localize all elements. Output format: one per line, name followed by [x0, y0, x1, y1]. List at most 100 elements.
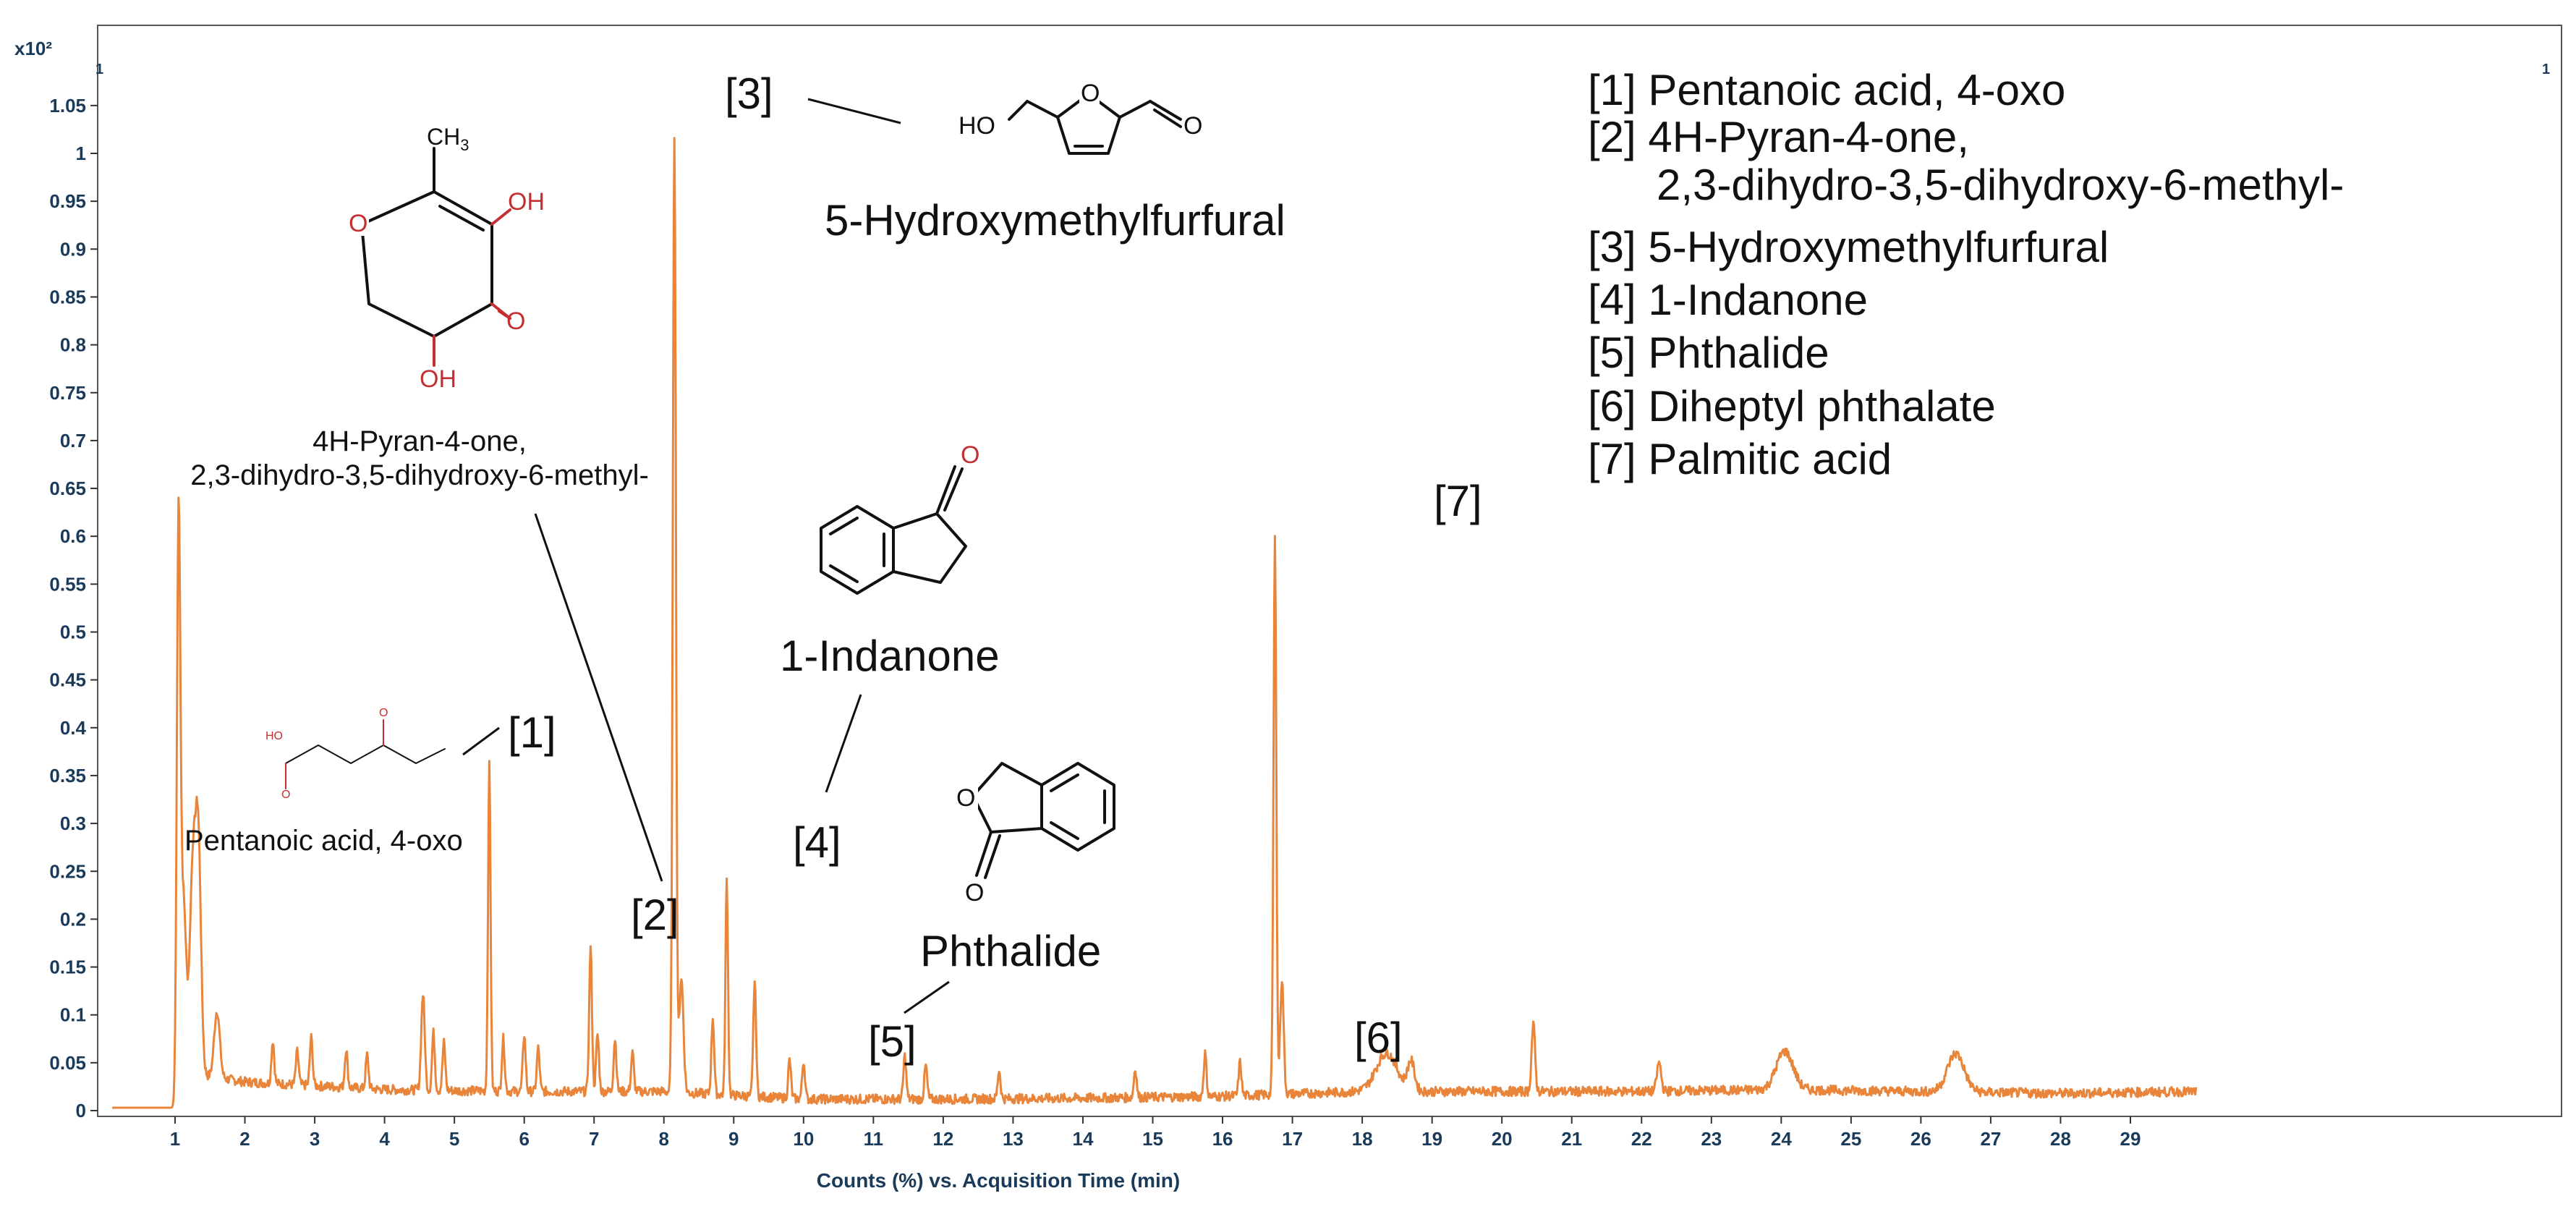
y-tick-label: 0.2 [60, 908, 86, 930]
peak-label-5: [5] [868, 1017, 917, 1066]
hmf-structure: O HO O [958, 80, 1202, 155]
peak-label-4: [4] [793, 818, 841, 867]
legend-item-2: [2] 4H-Pyran-4-one, [1588, 113, 1969, 161]
x-tick-label: 6 [519, 1128, 529, 1150]
x-tick-label: 28 [2050, 1128, 2071, 1150]
x-tick-label: 19 [1421, 1128, 1442, 1150]
x-tick-label: 18 [1352, 1128, 1373, 1150]
y-tick-label: 0.4 [60, 717, 87, 739]
y-tick-label: 0.75 [49, 382, 86, 404]
y-tick-label: 0.8 [60, 334, 86, 356]
peak-3-leader [807, 98, 901, 124]
x-tick-label: 8 [659, 1128, 669, 1150]
chromatogram-trace [111, 137, 2198, 1109]
svg-text:O: O [965, 879, 984, 907]
svg-text:O: O [281, 789, 290, 801]
svg-text:O: O [379, 707, 388, 719]
plot-frame [97, 25, 2562, 1117]
pyranone-structure: O CH3 OH O OH [347, 124, 545, 393]
peak-label-1: [1] [508, 708, 556, 757]
x-tick-label: 16 [1212, 1128, 1233, 1150]
svg-text:O: O [349, 210, 367, 237]
y-multiplier-label: x10² [14, 38, 52, 59]
x-tick-label: 14 [1073, 1128, 1094, 1150]
x-tick-label: 26 [1910, 1128, 1931, 1150]
svg-text:CH3: CH3 [427, 124, 469, 154]
peak-4-leader [825, 694, 862, 793]
x-tick-label: 7 [589, 1128, 599, 1150]
y-tick-label: 0.95 [49, 190, 86, 212]
y-tick-label: 1 [76, 143, 86, 164]
x-tick-label: 13 [1003, 1128, 1024, 1150]
y-tick-label: 0.65 [49, 478, 86, 499]
y-tick-label: 0.85 [49, 286, 86, 307]
svg-text:HO: HO [958, 112, 995, 140]
x-tick-label: 11 [864, 1128, 884, 1150]
x-axis: 1 2 3 4 5 6 7 8 9 10 11 12 13 14 15 16 17 18 19 20 21 22 23 24 2… [170, 1116, 2141, 1150]
legend-item-1: [1] Pentanoic acid, 4-oxo [1588, 66, 2065, 114]
x-tick-label: 17 [1282, 1128, 1303, 1150]
y-tick-label: 0.3 [60, 813, 86, 834]
peak-5-leader [904, 980, 950, 1014]
compound-name-2-line1: 4H-Pyran-4-one, [313, 425, 527, 457]
svg-text:O: O [1081, 80, 1100, 107]
legend: [1] Pentanoic acid, 4-oxo [2] 4H-Pyran-4… [1588, 66, 2344, 483]
y-tick-label: 0.9 [60, 238, 86, 260]
compound-name-2-line2: 2,3-dihydro-3,5-dihydroxy-6-methyl- [190, 459, 649, 491]
x-tick-label: 9 [728, 1128, 739, 1150]
svg-text:OH: OH [508, 188, 545, 216]
x-tick-label: 12 [932, 1128, 953, 1150]
x-tick-label: 24 [1771, 1128, 1792, 1150]
y-tick-label: 0.5 [60, 622, 86, 643]
x-tick-label: 21 [1561, 1128, 1582, 1150]
peak-label-3: [3] [725, 69, 773, 118]
phthalide-structure: O O [956, 762, 1115, 907]
peak-1-leader [462, 726, 500, 756]
y-tick-label: 0.6 [60, 525, 86, 547]
y-tick-label: 0.45 [49, 669, 86, 691]
svg-text:OH: OH [420, 365, 456, 393]
peak-2-leader [534, 513, 663, 882]
svg-text:O: O [961, 441, 979, 469]
legend-item-2-cont: 2,3-dihydro-3,5-dihydroxy-6-methyl- [1657, 161, 2344, 209]
compound-name-1: Pentanoic acid, 4-oxo [184, 825, 463, 857]
y-tick-label: 0.15 [49, 956, 86, 978]
legend-item-6: [6] Diheptyl phthalate [1588, 382, 1996, 430]
legend-item-7: [7] Palmitic acid [1588, 435, 1892, 483]
peak-label-7: [7] [1434, 477, 1482, 525]
x-tick-label: 29 [2120, 1128, 2141, 1150]
y-tick-label: 0.05 [49, 1052, 86, 1074]
x-tick-label: 27 [1980, 1128, 2001, 1150]
peak-label-2: [2] [631, 891, 679, 939]
y-tick-label: 0.7 [60, 430, 86, 451]
indanone-structure: O [820, 441, 979, 595]
compound-name-4: 1-Indanone [780, 632, 1000, 680]
y-tick-label: 0.35 [49, 765, 86, 786]
svg-text:HO: HO [265, 730, 283, 742]
x-tick-label: 23 [1701, 1128, 1722, 1150]
y-tick-label: 1.05 [49, 95, 86, 116]
x-tick-label: 3 [310, 1128, 320, 1150]
legend-item-4: [4] 1-Indanone [1588, 276, 1868, 324]
x-tick-label: 22 [1631, 1128, 1652, 1150]
y-tick-label: 0.25 [49, 860, 86, 882]
x-tick-label: 10 [793, 1128, 814, 1150]
corner-mark-right: 1 [2542, 61, 2550, 77]
svg-text:O: O [506, 307, 525, 335]
y-tick-label: 0.55 [49, 573, 86, 595]
peak-label-6: [6] [1354, 1014, 1403, 1062]
svg-text:O: O [1183, 112, 1202, 140]
legend-item-3: [3] 5-Hydroxymethylfurfural [1588, 223, 2109, 271]
compound-name-3: 5-Hydroxymethylfurfural [825, 196, 1285, 245]
x-tick-label: 4 [379, 1128, 390, 1150]
y-axis: 0 0.05 0.1 0.15 0.2 0.25 0.3 0.35 0.4 0.45 0.5 0.55… [49, 95, 98, 1121]
x-tick-label: 25 [1840, 1128, 1861, 1150]
legend-item-5: [5] Phthalide [1588, 328, 1829, 377]
x-axis-title: Counts (%) vs. Acquisition Time (min) [817, 1169, 1180, 1192]
x-tick-label: 1 [170, 1128, 180, 1150]
pentanoic-acid-structure: HO O O [265, 707, 446, 801]
x-tick-label: 5 [449, 1128, 459, 1150]
svg-text:O: O [956, 784, 975, 812]
x-tick-label: 2 [239, 1128, 250, 1150]
